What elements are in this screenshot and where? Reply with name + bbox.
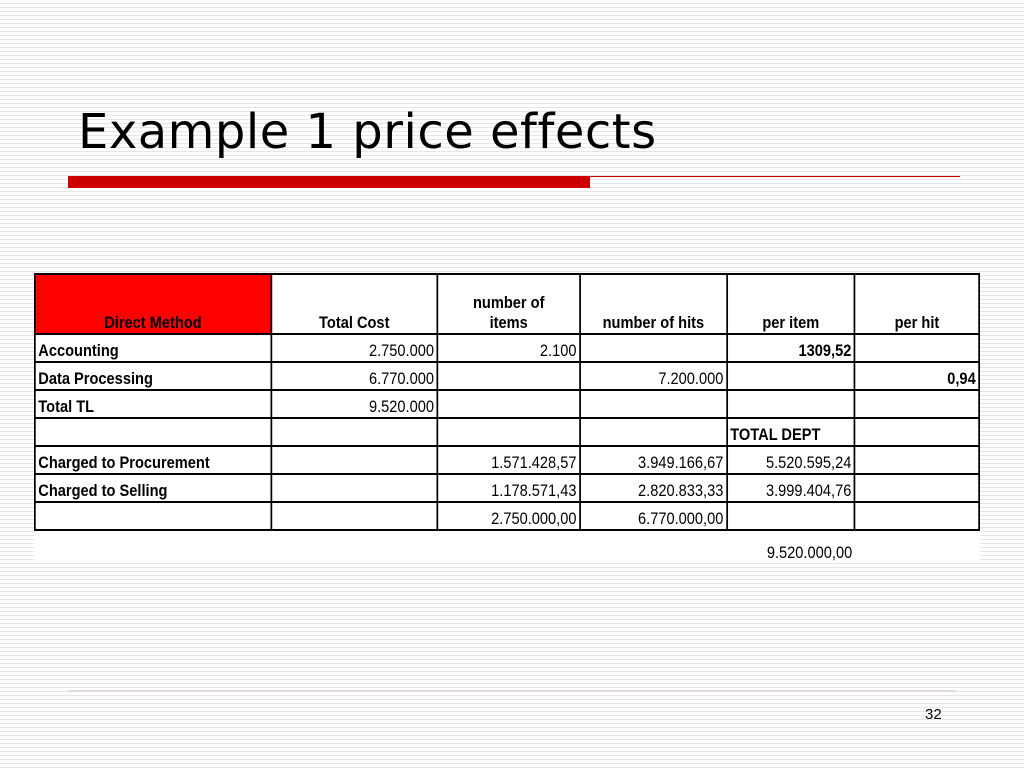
cell-per-hit [853, 417, 980, 447]
page-number: 32 [925, 706, 942, 723]
table-row: Total TL 9.520.000 [34, 389, 980, 419]
grand-total-value: 9.520.000,00 [766, 543, 853, 562]
cell-items: 1.178.571,43 [436, 473, 581, 503]
cell-hits [579, 417, 728, 447]
cell-items [436, 417, 581, 447]
cell-per-item [725, 501, 856, 531]
cell-per-hit: 0,94 [853, 361, 980, 391]
cell-items-total: 2.750.000,00 [436, 501, 581, 531]
header-per-item: per item [725, 273, 856, 335]
row-label: Data Processing [34, 361, 272, 391]
grand-total-row: 9.520.000,00 [35, 530, 979, 563]
row-label [34, 417, 272, 447]
row-label: Charged to Selling [34, 473, 272, 503]
cell-total-cost: 9.520.000 [270, 389, 439, 419]
cell-per-item: 3.999.404,76 [725, 473, 856, 503]
cell-hits [579, 333, 728, 363]
cell-per-hit [853, 333, 980, 363]
cell-per-item: 1309,52 [725, 333, 856, 363]
cell-per-hit [853, 389, 980, 419]
table-row: TOTAL DEPT [34, 417, 980, 447]
cell-hits: 7.200.000 [579, 361, 728, 391]
cell-hits-total: 6.770.000,00 [579, 501, 728, 531]
cell-per-hit [853, 501, 980, 531]
cell-items [436, 361, 581, 391]
header-number-of-hits: number of hits [579, 273, 728, 335]
cell-hits: 3.949.166,67 [579, 445, 728, 475]
slide-title: Example 1 price effects [78, 104, 657, 160]
header-items-line2: items [489, 313, 528, 332]
header-items-line1: number of [472, 293, 545, 312]
cost-allocation-table: Direct Method Total Cost number of items… [34, 273, 980, 563]
row-label [34, 501, 272, 531]
row-label: Accounting [34, 333, 272, 363]
cell-per-item [725, 361, 856, 391]
table-row: Charged to Procurement 1.571.428,57 3.94… [34, 445, 980, 475]
cell-items: 1.571.428,57 [436, 445, 581, 475]
footer-divider [68, 690, 956, 692]
cell-total-cost [270, 417, 439, 447]
table-row: 2.750.000,00 6.770.000,00 [34, 501, 980, 531]
cell-hits [579, 389, 728, 419]
table-row: Charged to Selling 1.178.571,43 2.820.83… [34, 473, 980, 503]
cell-per-item: 5.520.595,24 [725, 445, 856, 475]
title-underline-bar [68, 176, 590, 188]
cell-total-dept-label: TOTAL DEPT [725, 417, 856, 447]
cell-total-cost: 2.750.000 [270, 333, 439, 363]
table-row: Accounting 2.750.000 2.100 1309,52 [34, 333, 980, 363]
header-direct-method: Direct Method [34, 273, 272, 335]
cell-items: 2.100 [436, 333, 581, 363]
table-row: Data Processing 6.770.000 7.200.000 0,94 [34, 361, 980, 391]
cell-per-hit [853, 445, 980, 475]
cell-per-hit [853, 473, 980, 503]
cell-per-item [725, 389, 856, 419]
table-header-row: Direct Method Total Cost number of items… [34, 273, 980, 335]
cell-total-cost [270, 501, 439, 531]
cell-total-cost [270, 473, 439, 503]
cell-total-cost: 6.770.000 [270, 361, 439, 391]
cell-hits: 2.820.833,33 [579, 473, 728, 503]
cell-total-cost [270, 445, 439, 475]
cell-items [436, 389, 581, 419]
header-per-hit: per hit [853, 273, 980, 335]
row-label: Charged to Procurement [34, 445, 272, 475]
title-underline-line [590, 176, 960, 177]
header-total-cost: Total Cost [270, 273, 439, 335]
header-number-of-items: number of items [436, 273, 581, 335]
row-label: Total TL [34, 389, 272, 419]
